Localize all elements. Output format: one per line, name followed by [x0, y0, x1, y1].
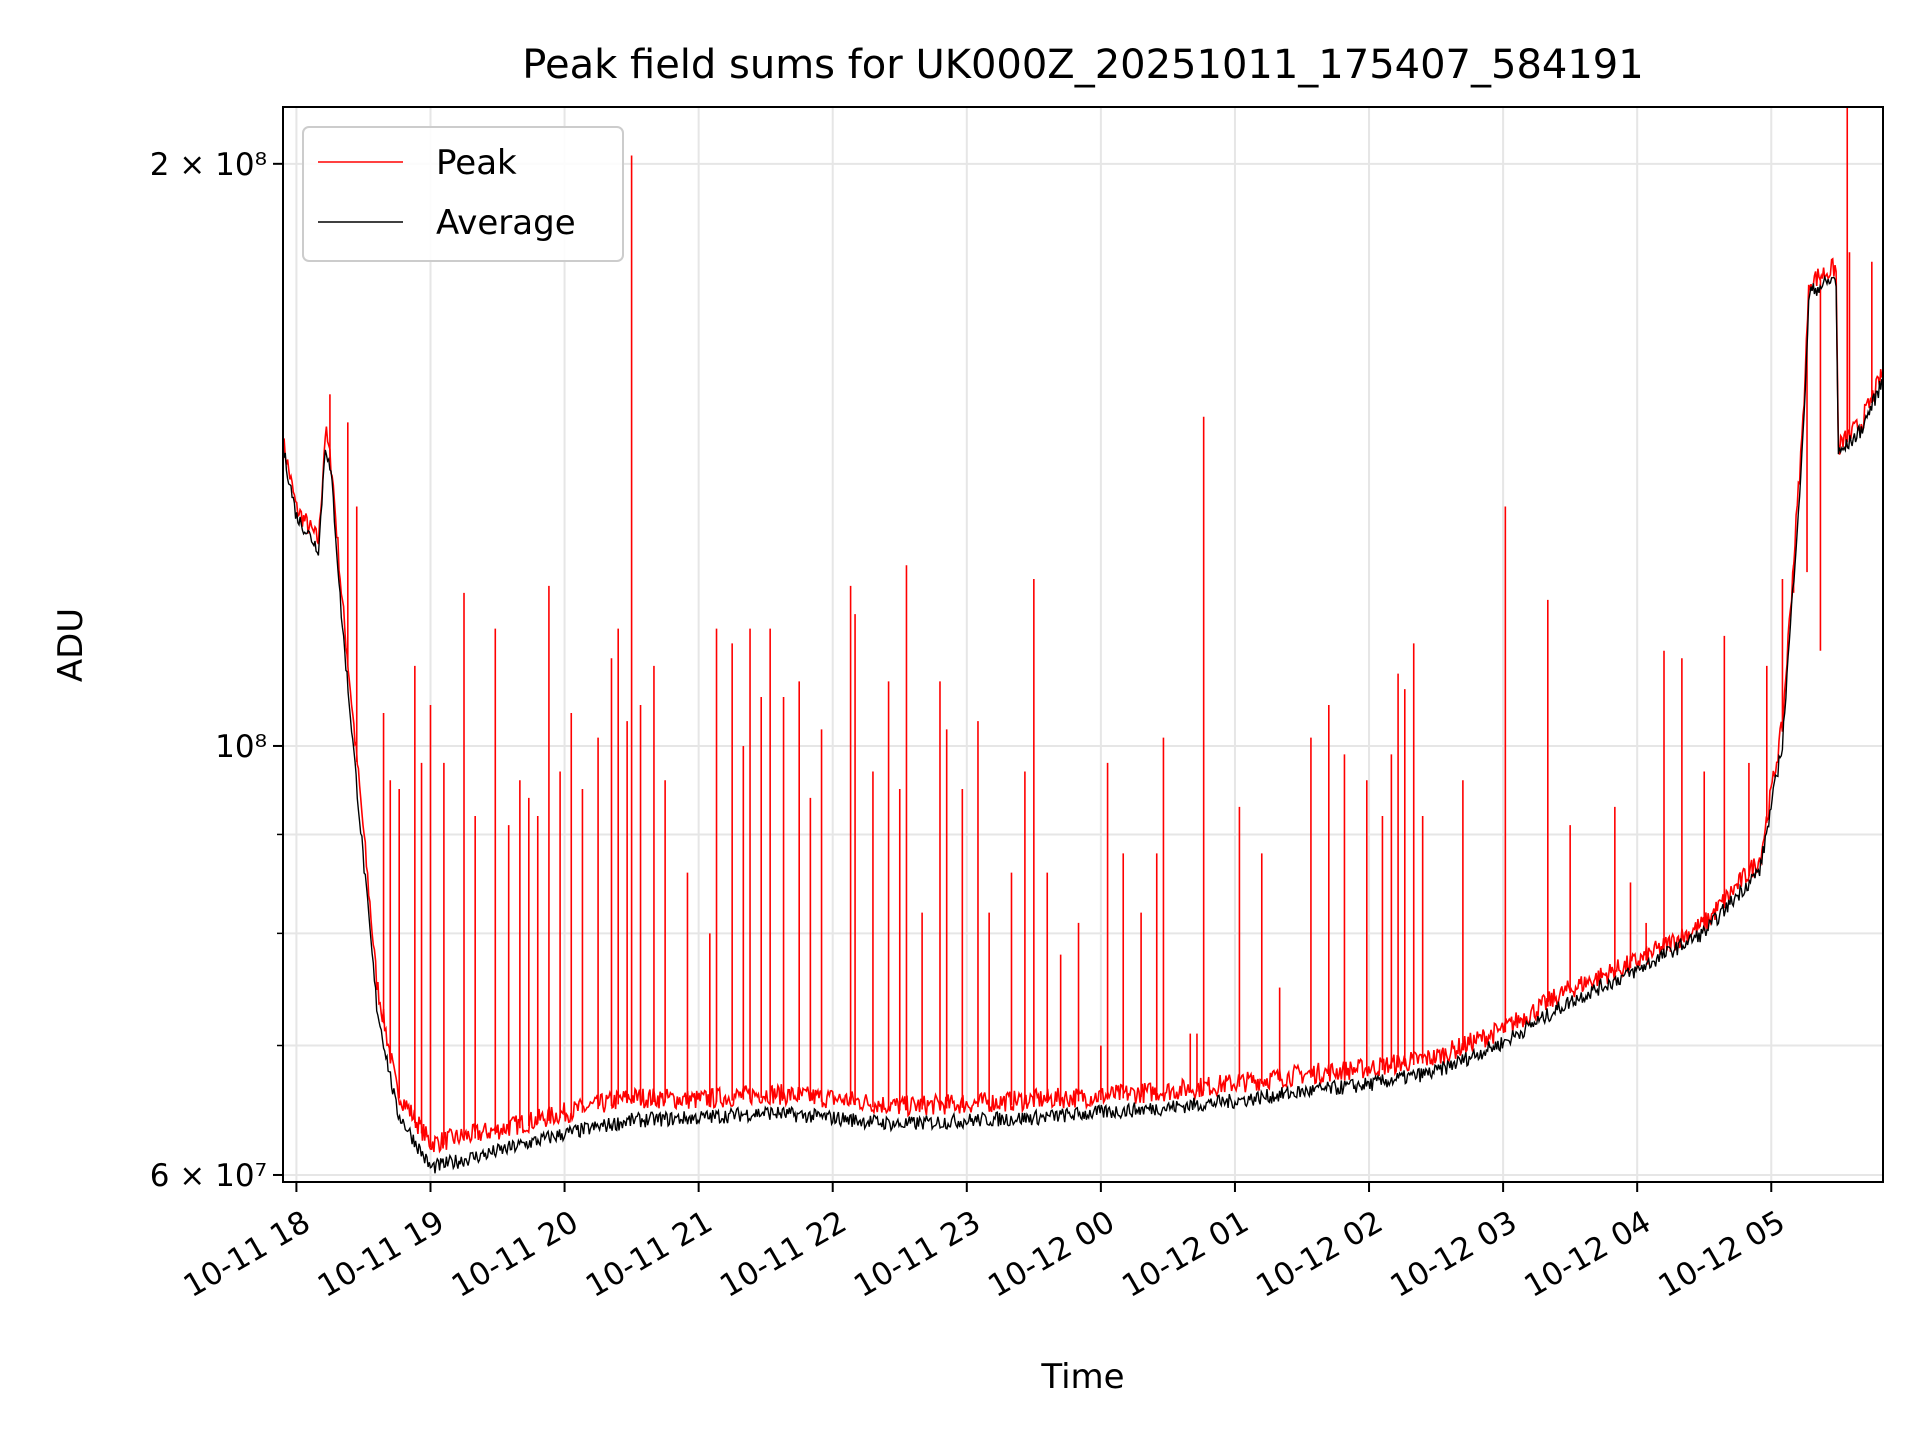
- x-axis-label: Time: [1040, 1357, 1124, 1397]
- plot-area: [282, 107, 1884, 1174]
- plot-frame: [282, 106, 1884, 1183]
- y-tick-label: 2 × 10⁸: [150, 147, 267, 183]
- legend-label-peak: Peak: [436, 143, 517, 183]
- chart-title: Peak field sums for UK000Z_20251011_1754…: [522, 42, 1643, 88]
- legend-label-average: Average: [436, 203, 576, 243]
- y-tick-label: 10⁸: [215, 729, 267, 765]
- series-line-average: [282, 274, 1884, 1174]
- legend-box: [302, 126, 624, 262]
- y-axis-ticks: 6 × 10⁷ 10⁸ 2 × 10⁸: [150, 147, 283, 1194]
- y-tick-label: 6 × 10⁷: [150, 1158, 267, 1194]
- y-axis-label: ADU: [51, 608, 91, 682]
- legend: Peak Average: [302, 126, 624, 262]
